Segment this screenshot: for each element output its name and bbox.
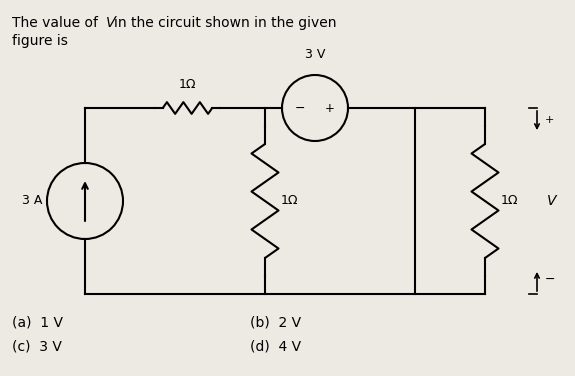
Text: −: − <box>295 102 305 115</box>
Text: 1Ω: 1Ω <box>179 78 196 91</box>
Text: 3 V: 3 V <box>305 48 325 61</box>
Text: in the circuit shown in the given: in the circuit shown in the given <box>114 16 337 30</box>
Text: (b)  2 V: (b) 2 V <box>250 316 301 330</box>
Text: 3 A: 3 A <box>22 194 42 208</box>
Text: +: + <box>545 115 554 125</box>
Text: figure is: figure is <box>12 34 68 48</box>
Text: V: V <box>547 194 557 208</box>
Text: V: V <box>106 16 116 30</box>
Text: The value of: The value of <box>12 16 102 30</box>
Text: (d)  4 V: (d) 4 V <box>250 340 301 354</box>
Text: (c)  3 V: (c) 3 V <box>12 340 62 354</box>
Text: 1Ω: 1Ω <box>501 194 519 208</box>
Text: 1Ω: 1Ω <box>281 194 298 208</box>
Text: −: − <box>545 273 555 285</box>
Text: +: + <box>325 102 335 115</box>
Text: (a)  1 V: (a) 1 V <box>12 316 63 330</box>
